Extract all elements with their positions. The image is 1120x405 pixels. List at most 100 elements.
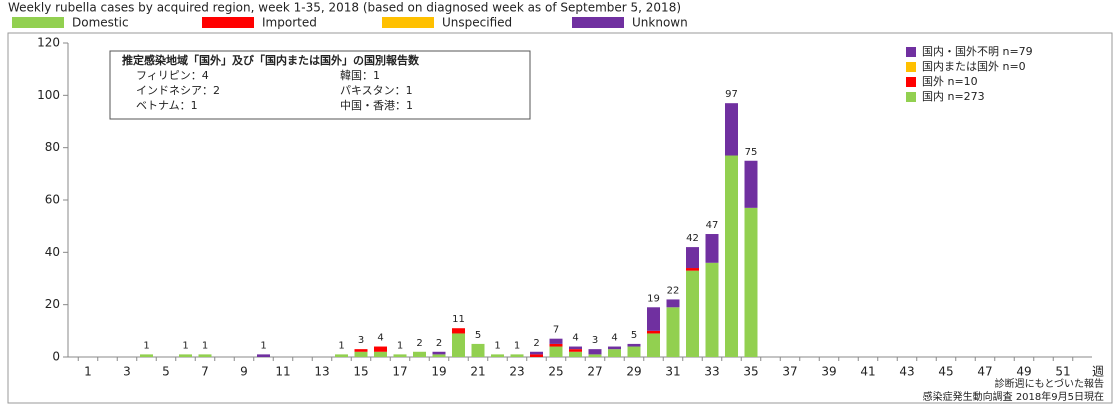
total-label: 3 <box>592 335 598 346</box>
bar-segment <box>725 103 738 156</box>
y-tick-label: 100 <box>37 88 60 102</box>
x-tick-label: 41 <box>860 365 875 379</box>
bar-segment <box>491 354 504 357</box>
legend-label: Domestic <box>72 16 129 30</box>
total-label: 1 <box>143 340 149 351</box>
legend2-swatch <box>906 47 916 57</box>
legend2-label: 国内 n=273 <box>922 89 985 103</box>
bar-segment <box>179 354 192 357</box>
annotation-text: パキスタン：1 <box>340 84 413 97</box>
bar-segment <box>374 346 387 352</box>
legend-swatch <box>382 17 434 28</box>
bar-segment <box>549 338 563 344</box>
annotation-text: フィリピン：4 <box>136 69 209 82</box>
total-label: 1 <box>397 340 403 351</box>
total-label: 19 <box>647 293 660 304</box>
x-tick-label: 45 <box>938 365 953 379</box>
bar-segment <box>569 349 582 352</box>
bar-segment <box>588 354 602 357</box>
frame <box>7 32 1113 404</box>
bar-segment <box>452 333 465 357</box>
bar-segment <box>666 299 680 308</box>
legend2-swatch <box>906 92 916 102</box>
x-tick-label: 5 <box>162 365 170 379</box>
total-label: 2 <box>533 338 539 349</box>
bar-segment <box>647 330 660 334</box>
bar-segment <box>530 354 543 357</box>
bar-segment <box>608 346 621 350</box>
legend2-label: 国内・国外不明 n=79 <box>922 44 1033 58</box>
legend-swatch <box>202 17 254 28</box>
x-tick-label: 43 <box>899 365 914 379</box>
annotation-text: ベトナム：1 <box>136 99 198 112</box>
total-label: 1 <box>514 340 520 351</box>
total-label: 1 <box>494 340 500 351</box>
footnote: 診断週にもとづいた報告 <box>995 377 1104 390</box>
x-tick-label: 29 <box>626 365 641 379</box>
bar-segment <box>647 333 660 357</box>
bar-segment <box>374 351 387 357</box>
total-label: 5 <box>631 330 637 341</box>
x-tick-label: 47 <box>977 365 992 379</box>
bar-segment <box>705 262 719 357</box>
x-tick-label: 21 <box>470 365 485 379</box>
legend-label: Unknown <box>632 16 688 30</box>
annotation-text: 中国・香港：1 <box>340 99 413 112</box>
bar-segment <box>452 328 465 334</box>
x-tick-label: 33 <box>704 365 719 379</box>
annotation-box <box>109 50 531 120</box>
bar-segment <box>549 346 563 357</box>
legend2-swatch <box>906 77 916 87</box>
x-tick-label: 51 <box>1055 365 1070 379</box>
bar-segment <box>647 307 660 331</box>
bar-segment <box>666 307 680 357</box>
x-tick-label: 23 <box>509 365 524 379</box>
bar-segment <box>198 354 212 357</box>
total-label: 75 <box>745 147 758 158</box>
x-tick-label: 17 <box>392 365 407 379</box>
bar-segment <box>686 247 699 269</box>
chart-title: Weekly rubella cases by acquired region,… <box>8 1 681 15</box>
x-tick-label: 27 <box>587 365 602 379</box>
bar-segment <box>432 351 446 355</box>
legend2-swatch <box>906 62 916 72</box>
y-tick-label: 20 <box>45 297 60 311</box>
bar-segment <box>744 160 758 208</box>
x-tick-label: 7 <box>201 365 209 379</box>
bar-segment <box>140 354 153 357</box>
x-axis-label: 週 <box>1092 365 1104 379</box>
bar-segment <box>686 268 699 271</box>
x-tick-label: 35 <box>743 365 758 379</box>
x-tick-label: 25 <box>548 365 563 379</box>
total-label: 2 <box>416 338 422 349</box>
total-label: 97 <box>725 89 738 100</box>
annotation-title: 推定感染地域「国外」及び「国内または国外」の国別報告数 <box>122 53 420 67</box>
y-tick-label: 60 <box>45 193 60 207</box>
bar-segment <box>413 351 426 357</box>
bar-segment <box>257 354 270 357</box>
bar-segment <box>335 354 348 357</box>
x-tick-label: 11 <box>275 365 290 379</box>
y-tick-label: 80 <box>45 140 60 154</box>
bar-segment <box>627 343 641 347</box>
x-tick-label: 15 <box>353 365 368 379</box>
total-label: 4 <box>611 333 617 344</box>
legend2-label: 国内または国外 n=0 <box>922 59 1026 73</box>
bar-segment <box>725 155 738 357</box>
total-label: 11 <box>452 314 465 325</box>
total-label: 22 <box>667 285 680 296</box>
bar-segment <box>627 346 641 357</box>
total-label: 1 <box>202 340 208 351</box>
y-tick-label: 0 <box>52 350 60 364</box>
x-tick-label: 37 <box>782 365 797 379</box>
bar-segment <box>569 351 582 357</box>
x-tick-label: 31 <box>665 365 680 379</box>
bar-segment <box>471 343 485 357</box>
x-tick-label: 1 <box>84 365 92 379</box>
x-tick-label: 13 <box>314 365 329 379</box>
total-label: 3 <box>358 335 364 346</box>
legend-label: Imported <box>262 16 317 30</box>
bar-segment <box>432 354 446 357</box>
legend-label: Unspecified <box>442 16 512 30</box>
